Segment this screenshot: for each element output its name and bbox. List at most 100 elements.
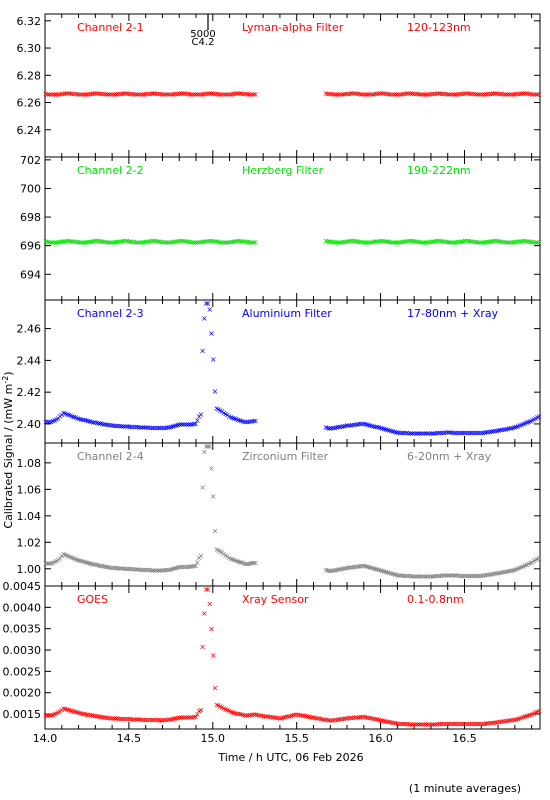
- data-point: ×: [506, 238, 513, 247]
- data-point: ×: [523, 560, 530, 569]
- y-tick-label: 6.28: [17, 69, 42, 82]
- data-point: ×: [129, 565, 136, 574]
- data-point: ×: [227, 707, 234, 716]
- data-point: ×: [224, 238, 231, 247]
- data-point: ×: [391, 90, 398, 99]
- data-point: ×: [205, 442, 212, 451]
- data-point: ×: [102, 713, 109, 722]
- data-point: ×: [254, 711, 261, 720]
- data-point: ×: [453, 238, 460, 247]
- data-point: ×: [227, 413, 234, 422]
- data-point: ×: [229, 90, 236, 99]
- data-point: ×: [92, 560, 99, 569]
- data-point: ×: [375, 237, 382, 246]
- data-point: ×: [358, 238, 365, 247]
- data-point: ×: [240, 89, 247, 98]
- data-point: ×: [166, 238, 173, 247]
- data-point: ×: [131, 90, 138, 99]
- data-point: ×: [453, 428, 460, 437]
- data-point: ×: [499, 425, 506, 434]
- data-point: ×: [509, 424, 516, 433]
- data-point: ×: [168, 565, 175, 574]
- data-point: ×: [494, 237, 501, 246]
- data-point: ×: [118, 564, 125, 573]
- panel-channel-label: Channel 2-2: [77, 164, 144, 177]
- data-point: ×: [432, 429, 439, 438]
- data-point: ×: [233, 415, 240, 424]
- data-point: ×: [365, 90, 372, 99]
- data-point: ×: [435, 429, 442, 438]
- data-point: ×: [425, 572, 432, 581]
- data-point: ×: [347, 421, 354, 430]
- data-point: ×: [361, 419, 368, 428]
- data-point: ×: [189, 562, 196, 571]
- data-point: ×: [46, 559, 53, 568]
- data-point: ×: [183, 237, 190, 246]
- data-point: ×: [485, 90, 492, 99]
- data-point: ×: [146, 423, 153, 432]
- data-point: ×: [203, 299, 210, 308]
- data-point: ×: [395, 238, 402, 247]
- data-point: ×: [249, 238, 256, 247]
- data-point: ×: [240, 417, 247, 426]
- data-point: ×: [455, 571, 462, 580]
- data-point: ×: [520, 420, 527, 429]
- data-point: ×: [71, 413, 78, 422]
- data-point: ×: [106, 421, 113, 430]
- data-point: ×: [53, 709, 60, 718]
- data-point: ×: [464, 429, 471, 438]
- data-point: ×: [138, 238, 145, 247]
- data-point: ×: [368, 421, 375, 430]
- data-point: ×: [143, 566, 150, 575]
- data-point: ×: [48, 238, 55, 247]
- data-point: ×: [122, 89, 129, 98]
- data-point: ×: [62, 237, 69, 246]
- data-point: ×: [229, 237, 236, 246]
- data-point: ×: [183, 420, 190, 429]
- data-point: ×: [69, 707, 76, 716]
- data-point: ×: [90, 237, 97, 246]
- data-point: ×: [136, 565, 143, 574]
- data-point: ×: [370, 237, 377, 246]
- data-point: ×: [171, 422, 178, 431]
- data-point: ×: [405, 237, 412, 246]
- data-point: ×: [404, 571, 411, 580]
- data-point: ×: [120, 237, 127, 246]
- data-point: ×: [502, 567, 509, 576]
- data-point: ×: [64, 89, 71, 98]
- data-point: ×: [51, 558, 58, 567]
- data-point: ×: [427, 429, 434, 438]
- data-point: ×: [522, 419, 529, 428]
- data-point: ×: [333, 90, 340, 99]
- data-point: ×: [206, 237, 213, 246]
- data-point: ×: [148, 423, 155, 432]
- flare-marker-class: C4.2: [192, 37, 215, 48]
- data-point: ×: [235, 557, 242, 566]
- data-point: ×: [372, 90, 379, 99]
- data-point: ×: [513, 423, 520, 432]
- data-point: ×: [356, 90, 363, 99]
- data-point: ×: [116, 89, 123, 98]
- data-point: ×: [118, 714, 125, 723]
- data-point: ×: [206, 442, 213, 451]
- data-point: ×: [50, 238, 57, 247]
- data-point: ×: [386, 426, 393, 435]
- data-point: ×: [76, 709, 83, 718]
- data-point: ×: [139, 715, 146, 724]
- data-point: ×: [286, 712, 293, 721]
- data-point: ×: [102, 562, 109, 571]
- data-point: ×: [88, 711, 95, 720]
- data-point: ×: [391, 427, 398, 436]
- data-point: ×: [363, 90, 370, 99]
- data-point: ×: [425, 238, 432, 247]
- data-point: ×: [85, 90, 92, 99]
- data-point: ×: [531, 415, 538, 424]
- data-point: ×: [455, 428, 462, 437]
- data-point: ×: [360, 238, 367, 247]
- data-point: ×: [60, 237, 67, 246]
- data-point: ×: [190, 90, 197, 99]
- data-point: ×: [367, 563, 374, 572]
- data-point: ×: [115, 564, 122, 573]
- data-point: ×: [432, 572, 439, 581]
- data-point: ×: [414, 90, 421, 99]
